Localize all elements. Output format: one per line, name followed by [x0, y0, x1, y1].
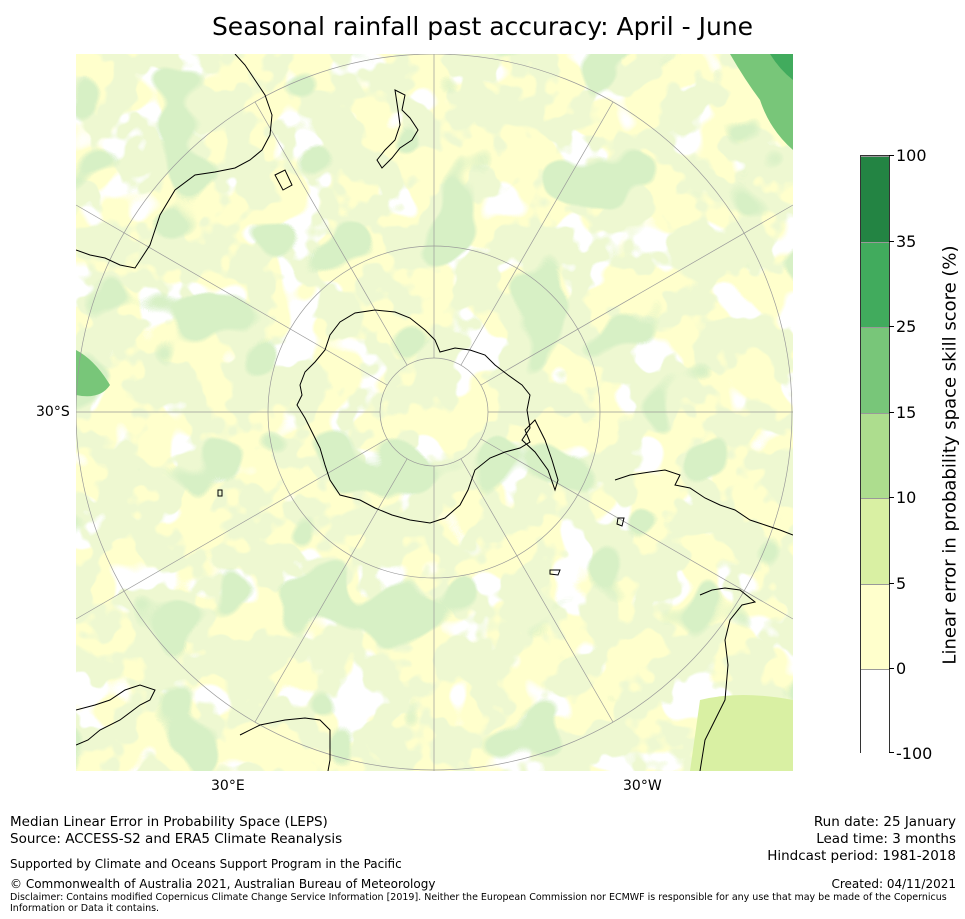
falkland-islands	[549, 569, 561, 576]
colorbar-title: Linear error in probability space skill …	[939, 245, 961, 665]
antarctica-coast	[296, 309, 559, 524]
south-america-coast	[699, 587, 757, 771]
meridian	[480, 438, 793, 620]
meridian	[480, 204, 793, 386]
colorbar-tick-label: 15	[896, 403, 917, 422]
footer-created: Created: 04/11/2021	[831, 877, 956, 891]
map-title: Seasonal rainfall past accuracy: April -…	[211, 12, 754, 41]
africa-coast	[76, 684, 156, 746]
colorbar-bin-35-100	[861, 156, 889, 242]
meridian	[460, 458, 614, 723]
latitude-label: 30°S	[36, 404, 70, 420]
footer-method: Median Linear Error in Probability Space…	[10, 814, 328, 830]
colorbar-tick-label: 5	[896, 574, 907, 593]
longitude-label-east: 30°E	[211, 778, 245, 794]
new-zealand-coast	[376, 89, 419, 169]
colorbar-tick-label: 0	[896, 659, 907, 678]
footer-support: Supported by Climate and Oceans Support …	[10, 857, 402, 871]
graticule	[76, 54, 793, 771]
colorbar-bin-0-5	[861, 584, 889, 669]
colorbar-tick-label: 35	[896, 232, 917, 251]
meridian	[254, 458, 408, 723]
tasmania-coast	[274, 169, 293, 191]
colorbar-bin-10-15	[861, 413, 889, 498]
colorbar-tick-label: -100	[896, 744, 933, 763]
meridian	[76, 438, 388, 620]
green-patch-w	[76, 350, 110, 397]
colorbar-tick	[889, 752, 894, 753]
meridian	[254, 101, 408, 366]
madagascar-coast	[239, 717, 331, 771]
mid-green-patches	[76, 54, 793, 771]
colorbar-bin-25-35	[861, 242, 889, 327]
footer-run-date: Run date: 25 January	[813, 814, 956, 830]
colorbar-tick-label: 100	[896, 146, 927, 165]
meridian	[460, 101, 614, 366]
kerguelen-island	[217, 489, 223, 497]
colorbar-tick	[889, 497, 894, 498]
south-georgia	[616, 517, 625, 527]
colorbar-bin-15-25	[861, 327, 889, 413]
footer-source: Source: ACCESS-S2 and ERA5 Climate Reana…	[10, 831, 343, 847]
colorbar-tick	[889, 241, 894, 242]
colorbar	[860, 155, 890, 753]
colorbar-tick	[889, 326, 894, 327]
colorbar-tick	[889, 668, 894, 669]
green-patch-ne-dark	[770, 54, 793, 80]
longitude-label-west: 30°W	[623, 778, 662, 794]
colorbar-tick-label: 10	[896, 488, 917, 507]
colorbar-bin-5-10	[861, 498, 889, 584]
colorbar-tick	[889, 412, 894, 413]
green-patch-se	[690, 695, 793, 771]
skill-score-field	[76, 54, 793, 771]
meridian	[76, 204, 388, 386]
green-patch-ne	[730, 54, 793, 150]
footer-hindcast: Hindcast period: 1981-2018	[767, 848, 956, 864]
australia-coast	[76, 54, 273, 269]
footer-disclaimer: Disclaimer: Contains modified Copernicus…	[10, 892, 947, 914]
footer-lead-time: Lead time: 3 months	[816, 831, 956, 847]
footer-copyright: © Commonwealth of Australia 2021, Austra…	[10, 877, 436, 891]
colorbar-tick	[889, 155, 894, 156]
south-america-tip	[614, 469, 793, 536]
colorbar-tick	[889, 583, 894, 584]
coastlines	[76, 54, 793, 771]
colorbar-tick-label: 25	[896, 317, 917, 336]
colorbar-bin-neg100-0	[861, 669, 889, 753]
